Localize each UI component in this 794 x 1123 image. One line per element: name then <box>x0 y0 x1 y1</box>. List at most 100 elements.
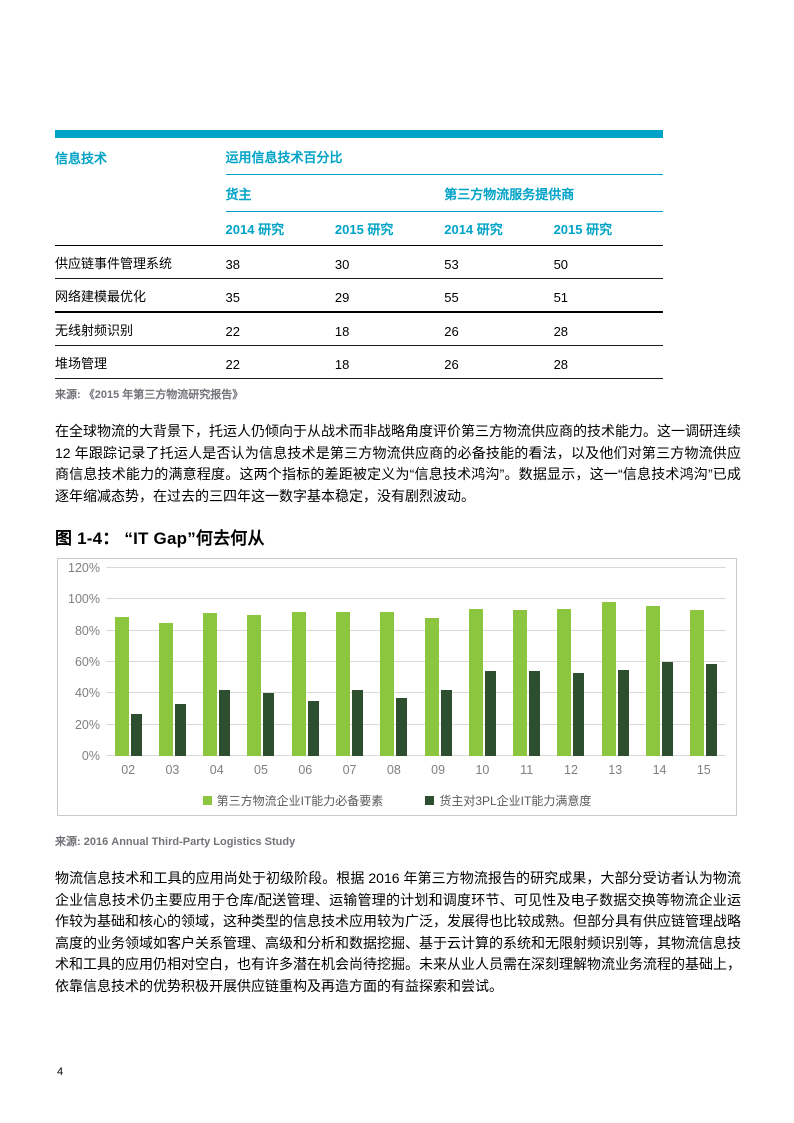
bar-groups <box>106 568 726 756</box>
table-cell: 26 <box>444 345 554 379</box>
table-cell: 28 <box>553 312 663 346</box>
table-cell: 28 <box>553 345 663 379</box>
it-usage-table: 信息技术 运用信息技术百分比 货主 第三方物流服务提供商 2014 研究 201… <box>55 138 663 379</box>
x-tick-label: 12 <box>564 763 578 777</box>
bar-necessity <box>513 610 528 756</box>
x-tick-label: 03 <box>165 763 180 777</box>
bar-satisfaction <box>706 663 718 756</box>
bar-satisfaction <box>573 672 585 756</box>
bar-necessity <box>690 610 705 756</box>
bar-necessity <box>646 605 661 756</box>
table-subheader-cell: 2015 研究 <box>553 211 663 246</box>
bar-necessity <box>158 622 173 756</box>
plot-column: 02 03 04 05 06 07 08 09 10 11 12 13 14 15 <box>106 567 730 777</box>
table-row: 供应链事件管理系统 38 30 53 50 <box>55 245 663 279</box>
table-accent-bar <box>55 130 663 138</box>
row-label: 无线射频识别 <box>55 312 226 346</box>
table-cell: 55 <box>444 278 554 313</box>
gridline <box>106 755 726 756</box>
table-cell: 35 <box>225 278 335 313</box>
x-axis: 02 03 04 05 06 07 08 09 10 11 12 13 14 15 <box>106 763 726 777</box>
bar-group <box>372 611 416 756</box>
x-tick-label: 10 <box>475 763 490 777</box>
table-row: 网络建模最优化 35 29 55 51 <box>55 278 663 313</box>
bar-necessity <box>468 608 483 756</box>
table-cell: 50 <box>553 245 663 279</box>
bar-necessity <box>203 613 218 756</box>
gridline <box>106 661 726 662</box>
row-label: 堆场管理 <box>55 345 226 379</box>
paragraph-1: 在全球物流的大背景下，托运人仍倾向于从战术而非战略角度评价第三方物流供应商的技术… <box>55 423 741 504</box>
bar-group <box>283 611 327 756</box>
table-row: 堆场管理 22 18 26 28 <box>55 345 663 379</box>
table-header-row-1: 信息技术 运用信息技术百分比 <box>55 138 663 175</box>
bar-group <box>327 611 371 756</box>
bar-satisfaction <box>440 690 452 756</box>
y-axis: 120% 100% 80% 60% 40% 20% 0% <box>58 561 106 763</box>
bar-necessity <box>424 618 439 756</box>
bar-necessity <box>336 611 351 756</box>
x-tick-label: 15 <box>696 763 711 777</box>
table-header-cell: 运用信息技术百分比 <box>225 138 663 175</box>
bar-group <box>549 608 593 756</box>
chart-source: 来源: 2016 Annual Third-Party Logistics St… <box>55 836 296 848</box>
bar-necessity <box>114 616 129 756</box>
figure-title: 图 1-4： “IT Gap”何去何从 <box>55 529 265 548</box>
y-tick-label: 80% <box>74 623 100 638</box>
table-cell: 53 <box>444 245 554 279</box>
y-tick-label: 120% <box>68 561 100 575</box>
bar-necessity <box>557 608 572 756</box>
table-cell: 18 <box>334 312 445 346</box>
legend-item: 第三方物流企业IT能力必备要素 <box>202 792 384 809</box>
gridline <box>106 629 726 631</box>
it-gap-chart: 120% 100% 80% 60% 40% 20% 0% 02 03 04 05 06 07 08 09 1… <box>57 558 737 816</box>
bar-group <box>460 608 504 756</box>
table-cell: 51 <box>553 278 663 313</box>
bar-satisfaction <box>529 671 541 756</box>
table-row: 无线射频识别 22 18 26 28 <box>55 312 663 346</box>
legend-swatch-icon <box>202 796 212 805</box>
bar-group <box>150 622 194 756</box>
bar-group <box>195 613 239 756</box>
table-cell: 22 <box>225 312 335 346</box>
bar-necessity <box>291 611 306 756</box>
x-tick-label: 09 <box>431 763 446 777</box>
table-group-header-3pl: 第三方物流服务提供商 <box>444 174 663 212</box>
y-tick-label: 40% <box>74 686 100 701</box>
bar-satisfaction <box>352 690 364 756</box>
bar-satisfaction <box>130 713 142 756</box>
bar-satisfaction <box>662 662 674 756</box>
legend-label: 第三方物流企业IT能力必备要素 <box>216 794 384 808</box>
paragraph-2: 物流信息技术和工具的应用尚处于初级阶段。根据 2016 年第三方物流报告的研究成… <box>55 870 741 994</box>
table-cell: 38 <box>225 245 335 279</box>
table-subheader-cell: 2015 研究 <box>334 211 445 246</box>
y-tick-label: 100% <box>68 592 100 607</box>
page-number: 4 <box>57 1066 64 1078</box>
bar-group <box>239 615 283 756</box>
x-tick-label: 04 <box>209 763 224 777</box>
legend-swatch-icon <box>425 796 435 805</box>
page-content: 信息技术 运用信息技术百分比 货主 第三方物流服务提供商 2014 研究 201… <box>55 130 741 997</box>
bar-satisfaction <box>484 671 496 756</box>
plot-area <box>106 567 730 756</box>
y-tick-label: 60% <box>74 655 100 669</box>
table-header-cell <box>55 175 226 212</box>
bar-necessity <box>601 602 616 756</box>
x-tick-label: 11 <box>520 763 534 777</box>
bar-group <box>637 605 681 756</box>
table-header-cell: 信息技术 <box>55 150 108 166</box>
bar-satisfaction <box>617 669 629 756</box>
row-label: 网络建模最优化 <box>55 278 226 313</box>
bar-group <box>106 616 150 756</box>
bar-necessity <box>247 615 262 756</box>
it-usage-table-block: 信息技术 运用信息技术百分比 货主 第三方物流服务提供商 2014 研究 201… <box>55 130 663 402</box>
gridline <box>106 567 726 568</box>
legend-item: 货主对3PL企业IT能力满意度 <box>425 792 591 809</box>
gridline <box>106 598 726 600</box>
table-cell: 30 <box>334 245 445 279</box>
y-tick-label: 20% <box>74 717 100 732</box>
legend-label: 货主对3PL企业IT能力满意度 <box>439 794 592 808</box>
bar-satisfaction <box>396 698 408 756</box>
x-tick-label: 08 <box>386 763 401 777</box>
